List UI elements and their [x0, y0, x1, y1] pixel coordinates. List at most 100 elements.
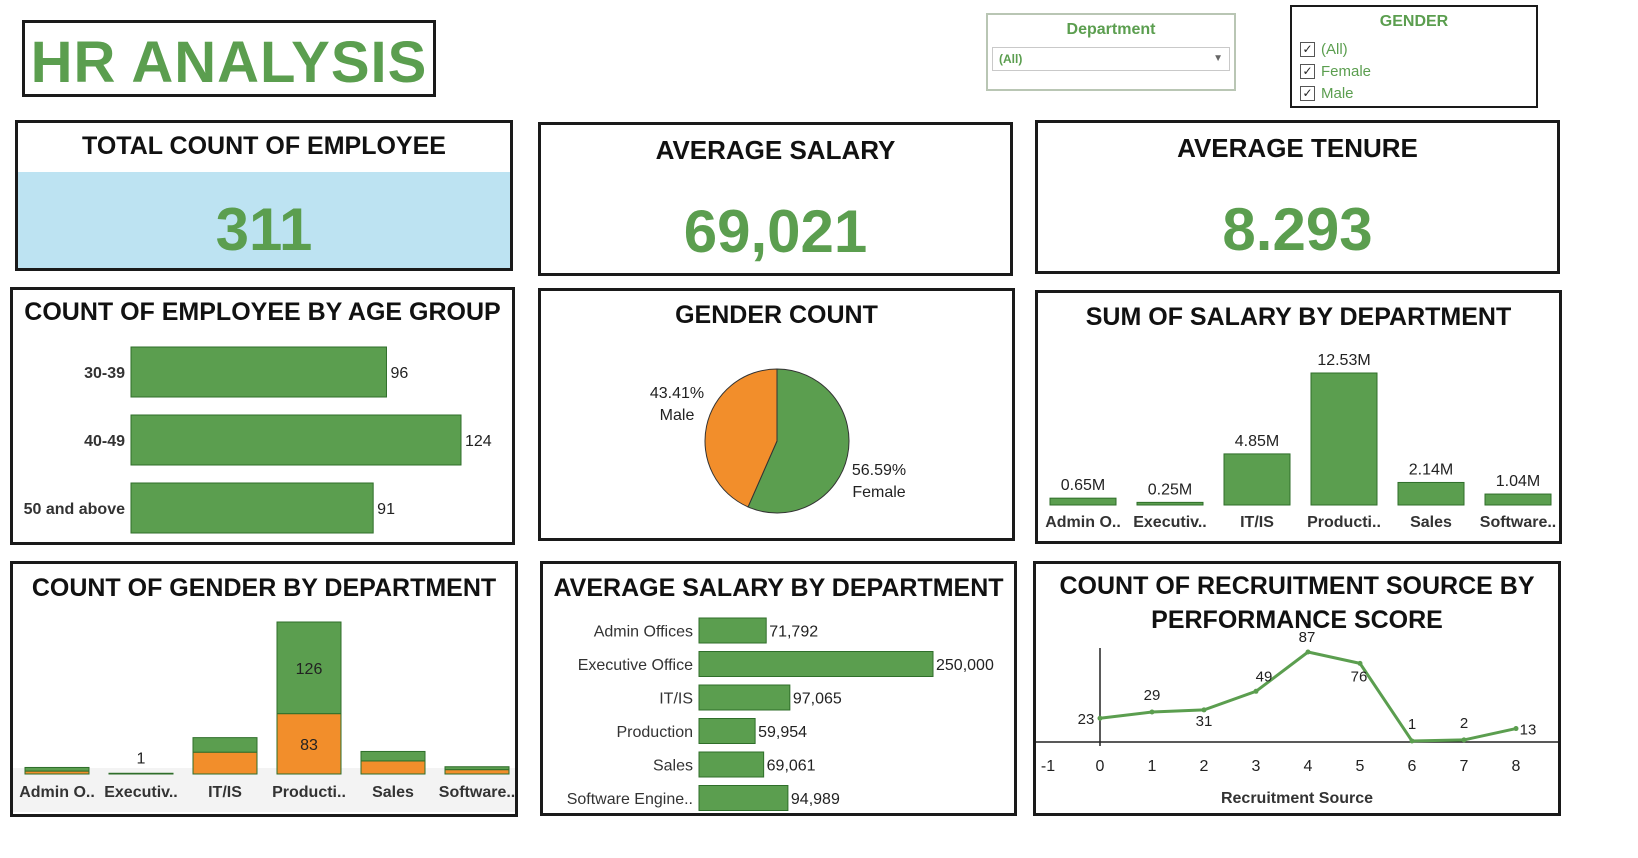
category-label: Sales — [1410, 514, 1452, 531]
tick-label: 2 — [1200, 758, 1209, 775]
bar-female — [276, 621, 342, 715]
slice-percent-label: 56.59% — [852, 462, 906, 479]
chart-title: COUNT OF EMPLOYEE BY AGE GROUP — [24, 298, 501, 326]
series-line — [1099, 650, 1517, 743]
data-label: 87 — [1299, 629, 1316, 646]
gender-option-label: (All) — [1321, 41, 1348, 58]
category-label: Executive Office — [578, 657, 693, 674]
category-label: IT/IS — [1240, 514, 1274, 531]
bar — [698, 617, 767, 644]
data-point — [1409, 738, 1415, 744]
data-label: 4.85M — [1235, 433, 1279, 450]
kpi-average-salary-card: AVERAGE SALARY 69,021 — [538, 122, 1013, 276]
recruitment-source-chart: -10123456789Recruitment Source2329314987… — [1036, 629, 1558, 807]
department-dropdown[interactable]: (All) ▼ — [992, 47, 1230, 71]
bar-male — [108, 772, 174, 775]
data-label: 49 — [1256, 668, 1273, 685]
data-point — [1149, 709, 1155, 715]
gender-count-chart-card: GENDER COUNT 56.59% Female 43.41% Male — [538, 288, 1015, 541]
category-label: IT/IS — [659, 691, 693, 708]
checkbox-checked-icon[interactable]: ✓ — [1300, 42, 1315, 57]
dashboard-title: HR ANALYSIS — [30, 30, 428, 95]
dashboard-title-box: HR ANALYSIS — [22, 20, 436, 97]
bar — [698, 751, 765, 778]
data-point — [1513, 726, 1519, 732]
data-label: 2.14M — [1409, 461, 1453, 478]
data-label: 91 — [377, 501, 395, 518]
gender-option-male[interactable]: ✓ Male — [1300, 85, 1354, 102]
tick-label: 3 — [1252, 758, 1261, 775]
data-label: 23 — [1078, 711, 1095, 728]
kpi-total-count-card: TOTAL COUNT OF EMPLOYEE 311 — [15, 120, 513, 271]
gender-option-female[interactable]: ✓ Female — [1300, 63, 1371, 80]
data-label: 59,954 — [758, 724, 807, 741]
category-label: 30-39 — [84, 365, 125, 382]
data-point — [1201, 707, 1207, 713]
axis-band — [13, 768, 515, 812]
data-point — [1305, 649, 1311, 655]
bar — [130, 482, 374, 534]
bar — [130, 346, 387, 398]
bar-female — [24, 766, 90, 772]
chart-title: COUNT OF RECRUITMENT SOURCE BY PERFORMAN… — [1059, 572, 1535, 634]
data-label: 1 — [137, 750, 146, 767]
category-label: Sales — [372, 784, 414, 801]
recruitment-source-chart-card: COUNT OF RECRUITMENT SOURCE BY PERFORMAN… — [1033, 561, 1561, 816]
bar-male — [444, 769, 510, 775]
gender-slicer[interactable]: GENDER ✓ (All) ✓ Female ✓ Male — [1290, 5, 1538, 108]
gender-option-all[interactable]: ✓ (All) — [1300, 41, 1348, 58]
data-label: 96 — [390, 365, 408, 382]
department-slicer[interactable]: Department (All) ▼ — [986, 13, 1236, 91]
kpi-average-tenure-value: 8.293 — [1222, 196, 1373, 263]
kpi-average-tenure-label: AVERAGE TENURE — [1177, 133, 1418, 163]
kpi-average-salary-value: 69,021 — [683, 198, 868, 265]
chevron-down-icon[interactable]: ▼ — [1213, 53, 1223, 64]
category-label: IT/IS — [208, 784, 242, 801]
checkbox-checked-icon[interactable]: ✓ — [1300, 86, 1315, 101]
kpi-total-count-label: TOTAL COUNT OF EMPLOYEE — [82, 132, 446, 160]
data-label: 0.65M — [1061, 477, 1105, 494]
kpi-highlight-area — [18, 172, 510, 268]
category-label: Software.. — [439, 784, 515, 801]
bar — [698, 785, 789, 811]
category-label: 40-49 — [84, 433, 125, 450]
category-label: Executiv.. — [104, 784, 178, 801]
category-label: Software Engine.. — [567, 791, 693, 808]
data-label: 0.25M — [1148, 481, 1192, 498]
bar — [1049, 497, 1117, 506]
category-label: Sales — [653, 758, 693, 775]
tick-label: 5 — [1356, 758, 1365, 775]
tick-label: 8 — [1512, 758, 1521, 775]
category-label: Producti.. — [272, 784, 346, 801]
data-label: 76 — [1351, 668, 1368, 685]
bar — [1484, 493, 1552, 506]
data-point — [1253, 688, 1259, 694]
category-label: Admin O.. — [19, 784, 95, 801]
bar-female — [360, 750, 426, 762]
category-label: Admin O.. — [1045, 514, 1121, 531]
data-label: 2 — [1460, 715, 1468, 732]
avg-salary-department-chart-card: AVERAGE SALARY BY DEPARTMENT Admin Offic… — [540, 561, 1017, 816]
data-label: 1 — [1408, 716, 1416, 733]
gender-option-label: Male — [1321, 85, 1354, 102]
category-label: Executiv.. — [1133, 514, 1207, 531]
data-point — [1357, 660, 1363, 666]
data-label: 94,989 — [791, 791, 840, 808]
bar-male — [276, 713, 342, 775]
gender-slicer-label: GENDER — [1379, 13, 1449, 30]
data-point — [1461, 737, 1467, 743]
gender-count-chart: 56.59% Female 43.41% Male — [650, 368, 906, 514]
data-label: 126 — [296, 661, 323, 678]
data-label: 83 — [300, 737, 318, 754]
data-label: 69,061 — [767, 758, 816, 775]
gender-by-department-chart: Admin O.. 1 Executiv.. IT/IS 126 83 Producti..… — [13, 621, 515, 812]
chart-title: GENDER COUNT — [675, 301, 878, 329]
data-label: 13 — [1520, 722, 1537, 739]
chart-title: AVERAGE SALARY BY DEPARTMENT — [553, 574, 1004, 602]
department-slicer-label: Department — [1066, 21, 1156, 38]
salary-sum-chart-card: SUM OF SALARY BY DEPARTMENT 0.65M Admin O… — [1035, 290, 1562, 544]
bar-female — [444, 766, 510, 771]
checkbox-checked-icon[interactable]: ✓ — [1300, 64, 1315, 79]
tick-label: 0 — [1096, 758, 1105, 775]
kpi-average-tenure-card: AVERAGE TENURE 8.293 — [1035, 120, 1560, 274]
